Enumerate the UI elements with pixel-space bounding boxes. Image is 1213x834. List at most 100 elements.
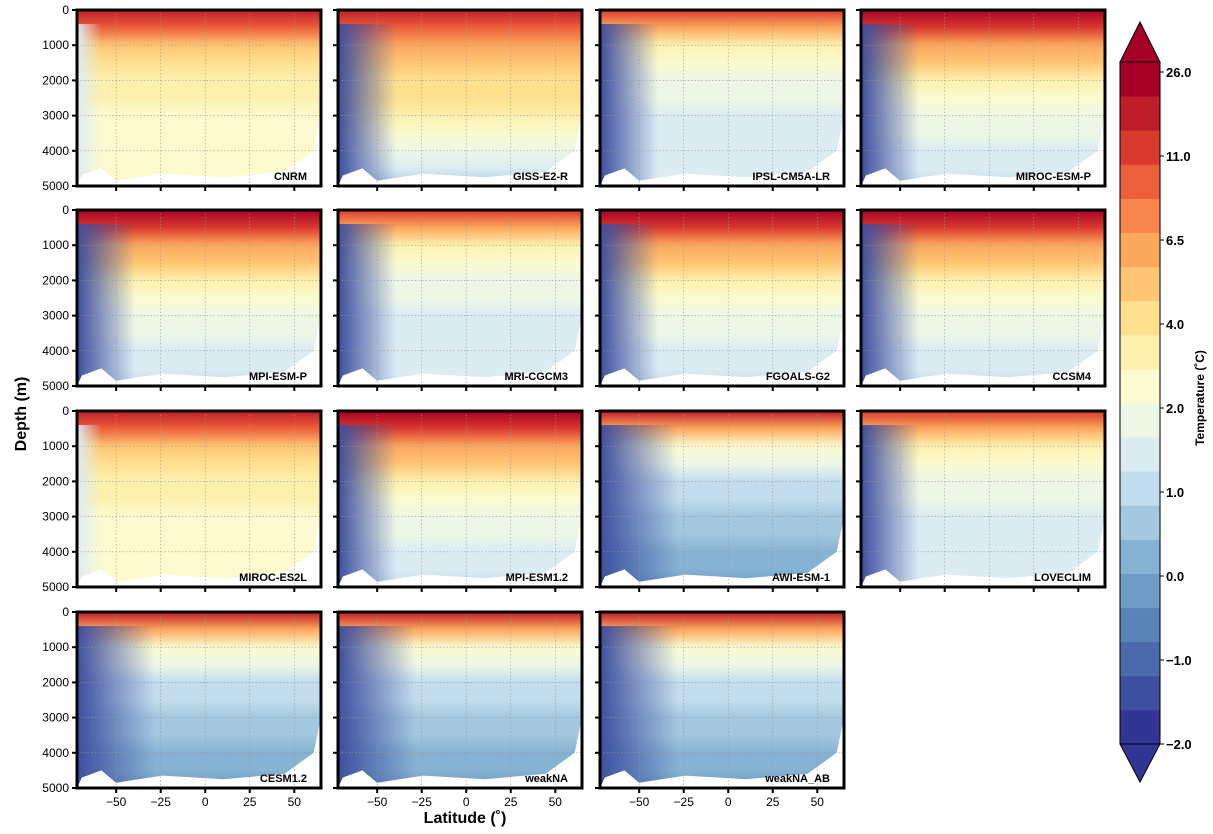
panel: MPI-ESM1.2 bbox=[333, 409, 584, 592]
panel: −50 −25 0 25 50 weakNA_AB bbox=[595, 610, 846, 809]
panel-title: FGOALS-G2 bbox=[766, 371, 830, 383]
x-axis-label: Latitude (˚) bbox=[424, 810, 507, 827]
colorbar-segment bbox=[1120, 164, 1160, 199]
seafloor-mask bbox=[600, 315, 844, 386]
panel-title: LOVECLIM bbox=[1034, 572, 1091, 584]
southern-ocean-water bbox=[600, 24, 659, 186]
y-tick-label: 5000 bbox=[42, 179, 69, 193]
seafloor-mask bbox=[338, 516, 582, 587]
colorbar-tick-label: 0.0 bbox=[1166, 569, 1184, 584]
colorbar-tick-label: 11.0 bbox=[1166, 149, 1191, 164]
panel-title: MPI-ESM1.2 bbox=[506, 572, 568, 584]
panel-title: AWI-ESM-1 bbox=[772, 572, 830, 584]
x-tick-label: 50 bbox=[811, 795, 825, 809]
panel: −50 −25 0 25 50 weakNA bbox=[333, 610, 584, 809]
southern-ocean-water bbox=[338, 224, 397, 386]
panel-frame bbox=[598, 409, 846, 589]
panel: GISS-E2-R bbox=[333, 8, 584, 191]
y-tick-label: 2000 bbox=[42, 675, 69, 689]
seafloor-mask bbox=[77, 717, 321, 788]
colorbar-segment bbox=[1120, 641, 1160, 677]
colorbar-segment bbox=[1120, 675, 1160, 711]
panel: IPSL-CM5A-LR bbox=[595, 8, 846, 191]
southern-ocean-water bbox=[600, 224, 659, 386]
y-tick-label: 3000 bbox=[42, 711, 69, 725]
panel: MIROC-ESM-P bbox=[856, 8, 1107, 191]
colorbar-segment bbox=[1120, 505, 1160, 540]
panel-frame bbox=[336, 610, 584, 790]
colorbar-tick-label: 1.0 bbox=[1166, 485, 1184, 500]
colorbar-segment bbox=[1120, 266, 1160, 302]
y-tick-label: 5000 bbox=[42, 379, 69, 393]
y-tick-label: 1000 bbox=[42, 439, 69, 453]
colorbar-segment bbox=[1120, 300, 1160, 336]
colorbar-extend-min bbox=[1119, 743, 1161, 784]
colorbar-tick-label: 2.0 bbox=[1166, 401, 1184, 416]
colorbar: −2.0 −1.0 0.0 1.0 2.0 4.0 6.5 11.0 26.0 bbox=[1119, 20, 1192, 784]
seafloor-mask bbox=[861, 315, 1105, 386]
x-tick-label: 0 bbox=[202, 795, 209, 809]
seafloor-mask bbox=[600, 717, 844, 788]
panel-title: MIROC-ESM-P bbox=[1016, 171, 1091, 183]
southern-ocean-water bbox=[338, 425, 397, 587]
panel-frame bbox=[598, 8, 846, 188]
colorbar-segment bbox=[1120, 539, 1160, 574]
colorbar-segment bbox=[1120, 437, 1160, 472]
colorbar-segment bbox=[1120, 96, 1160, 131]
panel-title: weakNA_AB bbox=[764, 773, 830, 785]
seafloor-mask bbox=[338, 717, 582, 788]
seafloor-mask bbox=[77, 115, 321, 186]
colorbar-segment bbox=[1120, 198, 1160, 233]
x-tick-label: 25 bbox=[243, 795, 257, 809]
y-tick-label: 4000 bbox=[42, 144, 69, 158]
y-tick-label: 1000 bbox=[42, 238, 69, 252]
panel: FGOALS-G2 bbox=[595, 208, 846, 391]
seafloor-mask bbox=[77, 516, 321, 587]
southern-ocean-water bbox=[861, 224, 920, 386]
panel: 0 1000 2000 3000 4000 5000 −50 −25 0 25 50 CESM1.2 bbox=[42, 605, 323, 809]
y-tick-label: 0 bbox=[62, 605, 69, 619]
panel-title: IPSL-CM5A-LR bbox=[752, 171, 830, 183]
panel-frame bbox=[336, 208, 584, 388]
colorbar-tick-label: −2.0 bbox=[1166, 737, 1192, 752]
colorbar-tick-label: −1.0 bbox=[1166, 653, 1192, 668]
southern-ocean-water bbox=[77, 24, 102, 186]
x-tick-label: −50 bbox=[106, 795, 127, 809]
x-tick-label: 50 bbox=[549, 795, 563, 809]
colorbar-tick-label: 4.0 bbox=[1166, 317, 1184, 332]
panel: MRI-CGCM3 bbox=[333, 208, 584, 391]
panel-frame bbox=[336, 8, 584, 188]
y-tick-label: 0 bbox=[62, 404, 69, 418]
y-tick-label: 2000 bbox=[42, 73, 69, 87]
y-tick-label: 5000 bbox=[42, 781, 69, 795]
x-tick-label: −50 bbox=[629, 795, 650, 809]
seafloor-mask bbox=[600, 516, 844, 587]
temperature-field bbox=[77, 411, 321, 587]
y-tick-label: 1000 bbox=[42, 38, 69, 52]
y-axis-label: Depth (m) bbox=[13, 377, 30, 452]
y-tick-label: 3000 bbox=[42, 510, 69, 524]
panel-title: MPI-ESM-P bbox=[249, 371, 307, 383]
y-tick-label: 0 bbox=[62, 203, 69, 217]
panel-title: MIROC-ES2L bbox=[239, 572, 307, 584]
panel-frame bbox=[75, 610, 323, 790]
panel-frame bbox=[859, 8, 1107, 188]
colorbar-segment bbox=[1120, 130, 1160, 165]
y-tick-label: 4000 bbox=[42, 545, 69, 559]
x-tick-label: 25 bbox=[504, 795, 518, 809]
colorbar-label: Temperature (˚C) bbox=[1193, 350, 1207, 446]
panel: 0 1000 2000 3000 4000 5000 MIROC-ES2L bbox=[42, 404, 323, 594]
seafloor-mask bbox=[861, 516, 1105, 587]
colorbar-segment bbox=[1120, 368, 1160, 404]
panel: AWI-ESM-1 bbox=[595, 409, 846, 592]
x-tick-label: −50 bbox=[367, 795, 388, 809]
y-tick-label: 2000 bbox=[42, 273, 69, 287]
seafloor-mask bbox=[600, 115, 844, 186]
panel: 0 1000 2000 3000 4000 5000 MPI-ESM-P bbox=[42, 203, 323, 393]
southern-ocean-water bbox=[77, 425, 102, 587]
colorbar-segment bbox=[1120, 403, 1160, 438]
y-tick-label: 1000 bbox=[42, 640, 69, 654]
y-tick-label: 0 bbox=[62, 3, 69, 17]
